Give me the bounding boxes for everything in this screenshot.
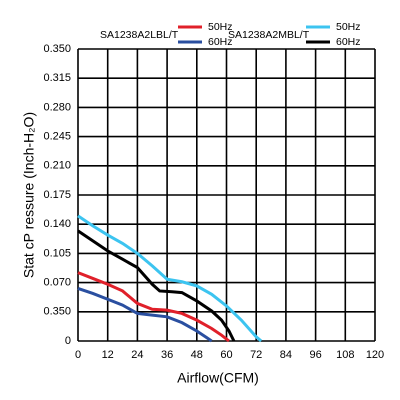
x-tick-label: 48 (191, 349, 203, 361)
series-line (77, 271, 230, 343)
x-tick-label: 96 (309, 349, 321, 361)
y-tick-label: 0.210 (43, 160, 71, 172)
x-tick-label: 72 (250, 349, 262, 361)
legend-label: 50Hz (208, 21, 233, 33)
x-tick-label: 12 (102, 349, 114, 361)
y-axis-label: Stat cP ressure (Inch-H₂O) (21, 112, 37, 278)
legend-title: SA1238A2LBL/T (100, 29, 179, 41)
y-tick-label: 0.070 (43, 277, 71, 289)
x-tick-label: 120 (366, 349, 384, 361)
x-axis-label: Airflow(CFM) (177, 370, 259, 386)
x-tick-label: 36 (161, 349, 173, 361)
legend-label: 60Hz (336, 36, 361, 48)
y-tick-label: 0.105 (43, 247, 71, 259)
x-tick-label: 60 (220, 349, 232, 361)
y-tick-label: 0 (65, 335, 71, 347)
y-tick-label: 0.350 (43, 306, 71, 318)
legend-label: 60Hz (208, 36, 233, 48)
y-tick-label: 0.245 (43, 131, 71, 143)
series-line (77, 229, 236, 342)
x-tick-label: 0 (75, 349, 81, 361)
legend-title: SA1238A2MBL/T (228, 29, 310, 41)
x-tick-label: 24 (131, 349, 143, 361)
series-line (77, 287, 213, 343)
y-tick-label: 0.350 (43, 43, 71, 55)
legend-label: 50Hz (336, 21, 361, 33)
series-line (77, 214, 263, 343)
y-tick-label: 0.140 (43, 218, 71, 230)
x-tick-label: 108 (336, 349, 354, 361)
y-tick-label: 0.280 (43, 101, 71, 113)
y-tick-label: 0.175 (43, 189, 71, 201)
x-tick-label: 84 (280, 349, 292, 361)
y-tick-label: 0.315 (43, 72, 71, 84)
